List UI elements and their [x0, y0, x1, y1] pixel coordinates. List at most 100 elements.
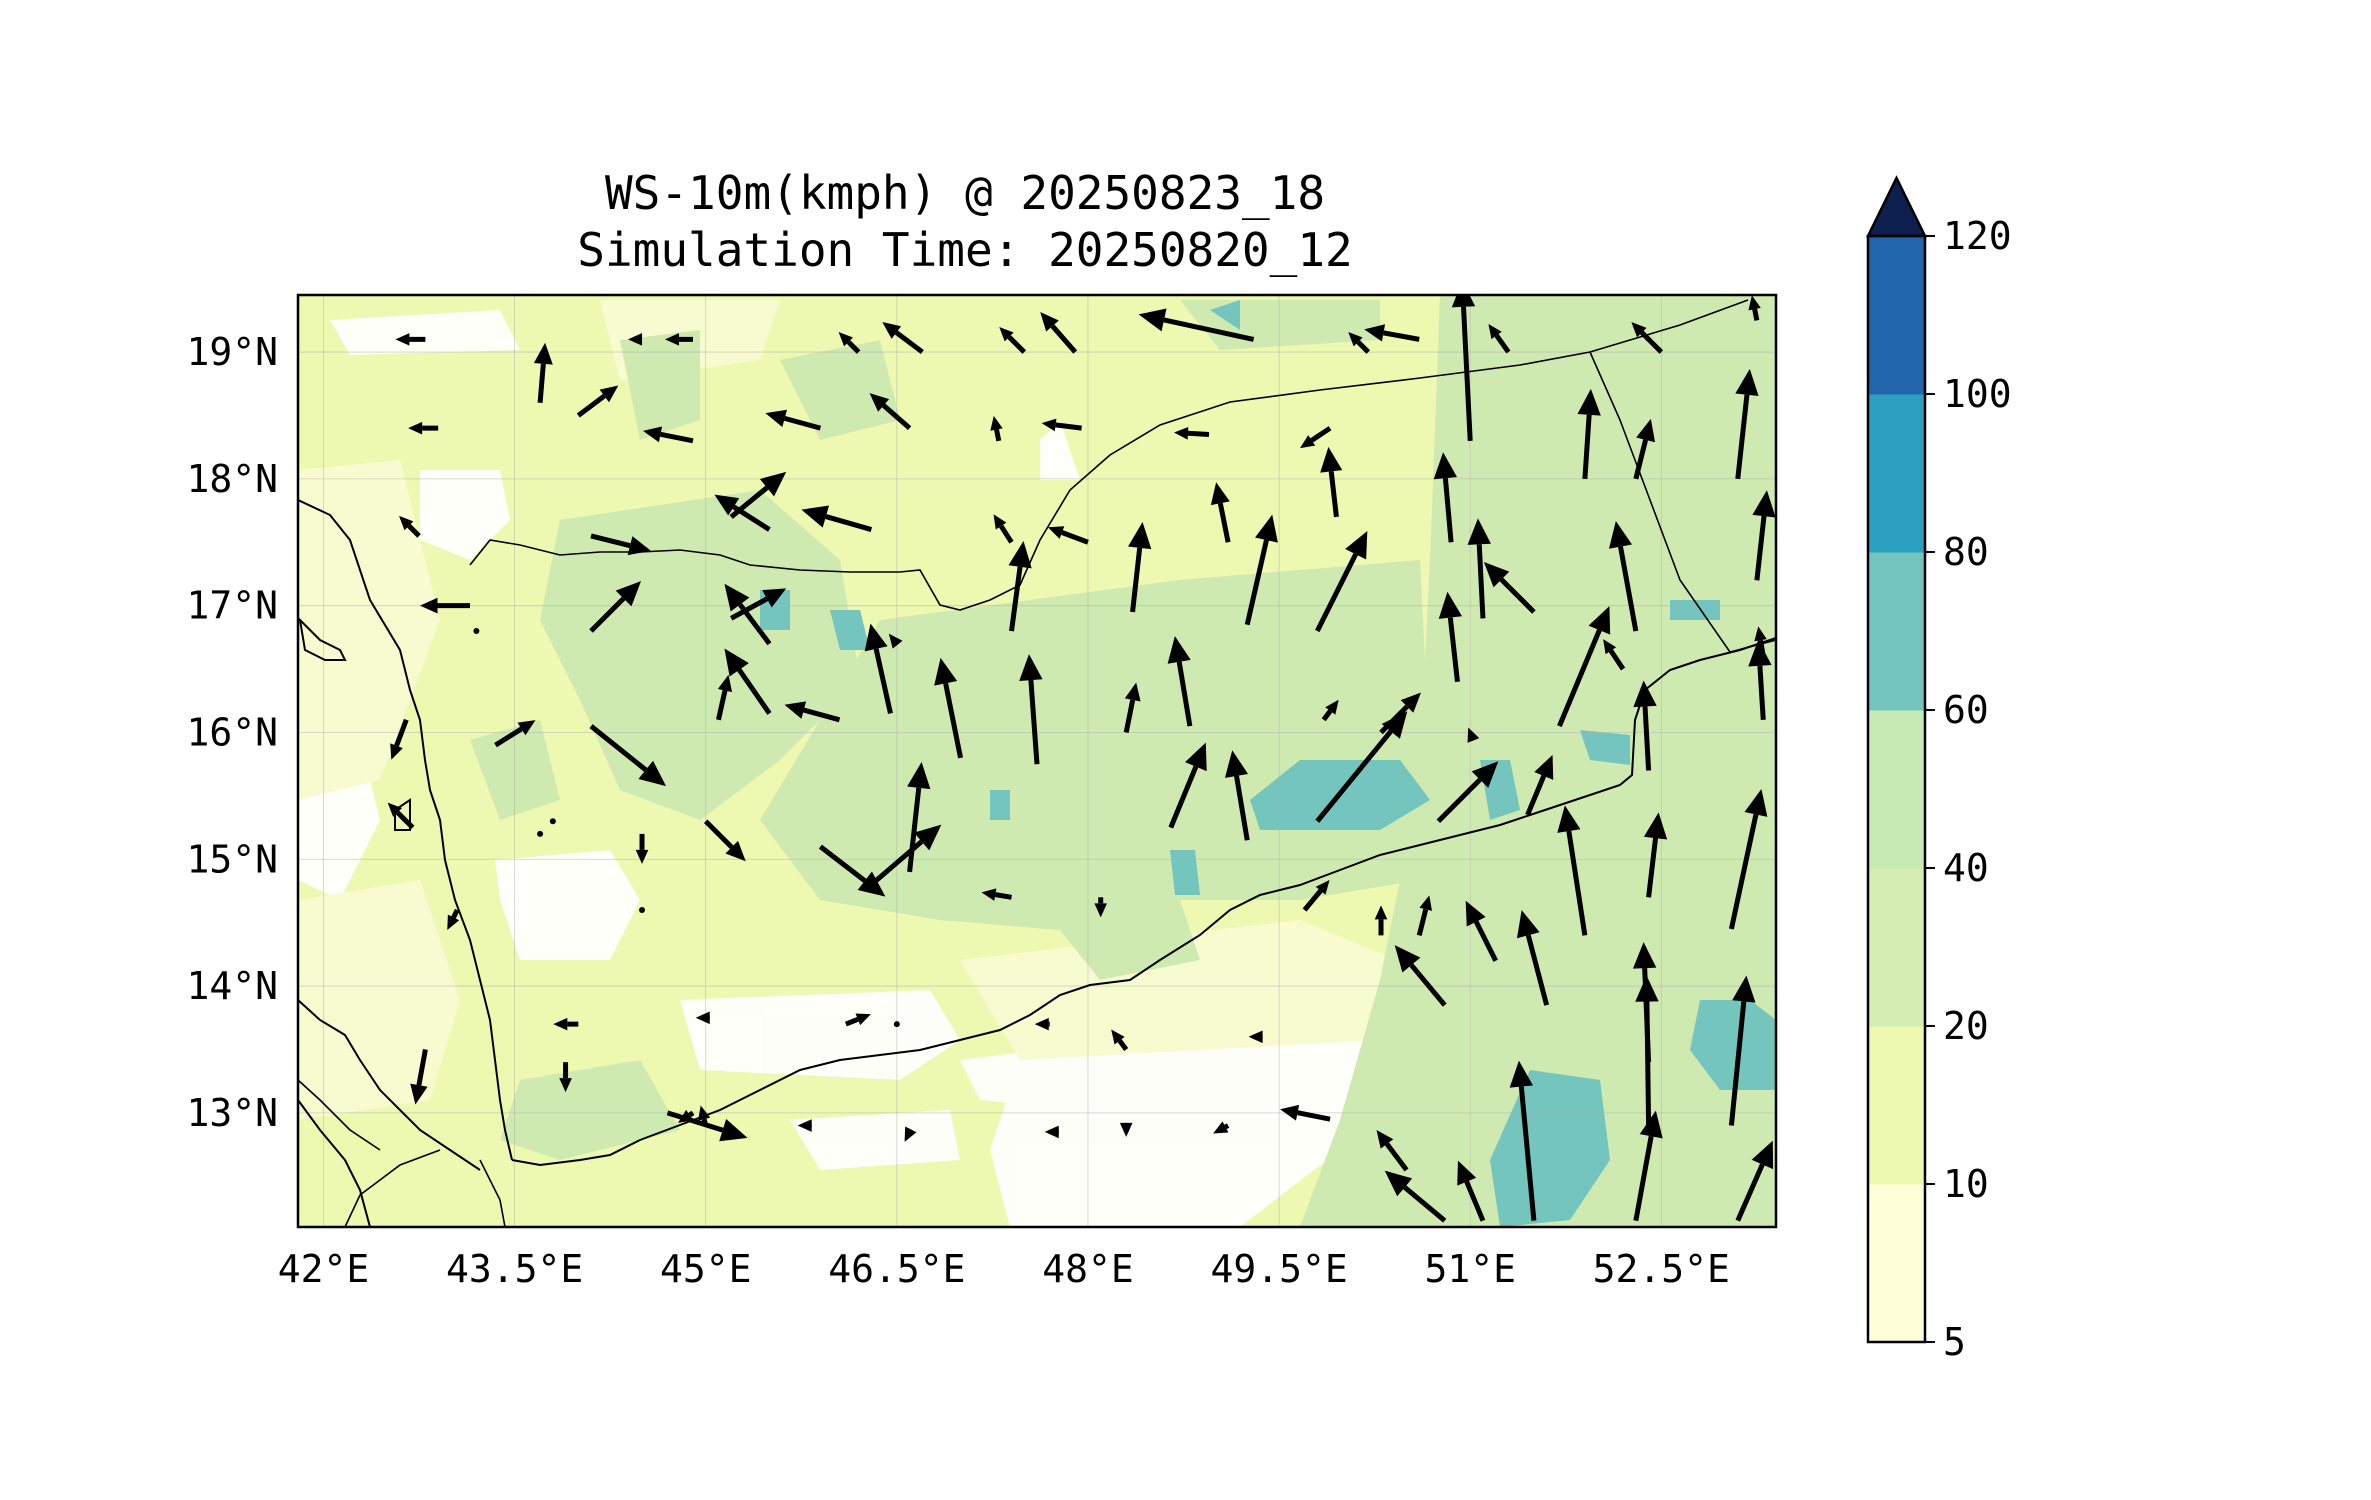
wind-arrow [1119, 1122, 1133, 1137]
wind-arrow [1320, 446, 1343, 518]
longitude-axis: 42°E 43.5°E 45°E 46.5°E 48°E 49.5°E 51°E 52.5°E [278, 1247, 1730, 1291]
colorbar-tick-label: 60 [1943, 688, 1989, 732]
wind-arrow [1509, 1060, 1537, 1221]
wind-arrow [639, 906, 646, 913]
wind-arrow [981, 888, 1012, 901]
wind-arrow [999, 327, 1027, 354]
wind-arrow [1467, 518, 1491, 619]
wind-arrow [844, 1013, 871, 1027]
wind-arrow [1174, 426, 1210, 440]
wind-arrow [864, 623, 893, 714]
wind-arrow [1321, 699, 1339, 722]
wind-arrow [1210, 482, 1231, 543]
somaliland-edge [479, 1159, 506, 1227]
wind-arrow [1451, 295, 1476, 441]
wind-arrow [784, 701, 841, 723]
wind-arrow [698, 1105, 711, 1127]
wind-arrow [1111, 1029, 1129, 1051]
wind-arrow [1213, 1121, 1230, 1134]
borders [298, 299, 1776, 1227]
lon-tick-label: 45°E [660, 1247, 752, 1291]
wind-arrow [765, 409, 822, 431]
strong-zones [760, 300, 1776, 1227]
djibouti-border [344, 1149, 441, 1227]
wind-arrow [473, 628, 480, 635]
wind-arrow [1123, 682, 1141, 733]
wind-arrow [893, 1021, 900, 1028]
wind-arrow [533, 342, 553, 403]
lon-tick-label: 43.5°E [446, 1247, 583, 1291]
wind-arrow [1168, 742, 1207, 829]
african-coast-lower [298, 1099, 371, 1227]
wind-arrow [1094, 897, 1108, 918]
wind-arrow [1483, 562, 1536, 614]
wind-arrow [904, 1126, 917, 1142]
wind-arrow [1735, 1140, 1774, 1222]
wind-arrow [1167, 636, 1193, 727]
wind-arrow [907, 761, 931, 873]
lon-tick-label: 46.5°E [828, 1247, 965, 1291]
wind-arrow [1376, 1129, 1409, 1172]
lat-tick-label: 18°N [186, 457, 278, 501]
wind-arrow [1224, 750, 1250, 841]
moderate-zones [470, 295, 1776, 1227]
wind-arrow [1748, 295, 1761, 321]
wind-arrow [730, 588, 787, 621]
wind-arrow [666, 1110, 748, 1142]
colorbar: 5 10 20 40 60 80 100 120 [1865, 175, 2012, 1364]
colorbar-segment [1868, 868, 1925, 1027]
lat-tick-label: 16°N [186, 710, 278, 754]
wind-arrow [1019, 654, 1043, 765]
wind-arrow [1315, 711, 1408, 823]
wind-arrow [1525, 754, 1554, 816]
wind-arrow [1608, 521, 1639, 632]
wind-arrow [395, 333, 426, 346]
wind-arrow [1433, 452, 1458, 543]
island-small [394, 798, 411, 831]
wind-arrow [537, 830, 544, 837]
wind-arrow [390, 718, 409, 760]
wind-arrow [724, 648, 772, 715]
gulf-of-aden-coast [511, 637, 1776, 1167]
lat-tick-label: 17°N [186, 584, 278, 628]
colorbar-segment [1868, 552, 1925, 711]
wind-arrow [934, 657, 964, 759]
wind-arrow [447, 908, 460, 930]
colorbar-tick-label: 80 [1943, 530, 1989, 574]
eritrea-ethiopia-border [298, 1079, 381, 1151]
wind-arrow [724, 583, 772, 646]
wind-arrow [1436, 761, 1499, 823]
wind-arrow [1244, 514, 1278, 626]
map-grid [298, 295, 1776, 1227]
lat-tick-label: 13°N [186, 1091, 278, 1135]
wind-arrow [1748, 639, 1772, 720]
wind-arrow [1280, 1104, 1331, 1122]
wind-arrow [801, 505, 873, 532]
wind-arrow [1457, 1160, 1486, 1222]
lat-tick-label: 14°N [186, 964, 278, 1008]
wind-arrow [589, 724, 667, 787]
wind-arrow [1348, 332, 1371, 354]
colorbar-frame [1866, 234, 1927, 1344]
wind-arrow [420, 597, 471, 614]
wind-arrow [729, 471, 787, 519]
map-subtitle: Simulation Time: 20250820_12 [577, 223, 1353, 277]
colorbar-tick-label: 120 [1943, 214, 2012, 258]
colorbar-tick-label: 5 [1943, 1320, 1966, 1364]
wind-arrow [888, 633, 903, 649]
wind-arrow [628, 333, 643, 346]
wind-arrow [1128, 522, 1152, 613]
wind-arrow [882, 322, 924, 355]
wind-arrow [1248, 1030, 1263, 1044]
wind-arrow [559, 1062, 572, 1093]
wind-arrow [1044, 1125, 1059, 1139]
colorbar-tick-label: 20 [1943, 1004, 1989, 1048]
map-panel [298, 295, 1776, 1227]
saudi-yemen-border [469, 299, 1749, 611]
wind-arrow [1603, 639, 1626, 671]
wind-arrow [1631, 322, 1664, 354]
wind-arrow [1735, 368, 1759, 480]
wind-arrow [1557, 805, 1588, 936]
wind-arrow [1041, 418, 1082, 432]
lon-tick-label: 52.5°E [1593, 1247, 1730, 1291]
